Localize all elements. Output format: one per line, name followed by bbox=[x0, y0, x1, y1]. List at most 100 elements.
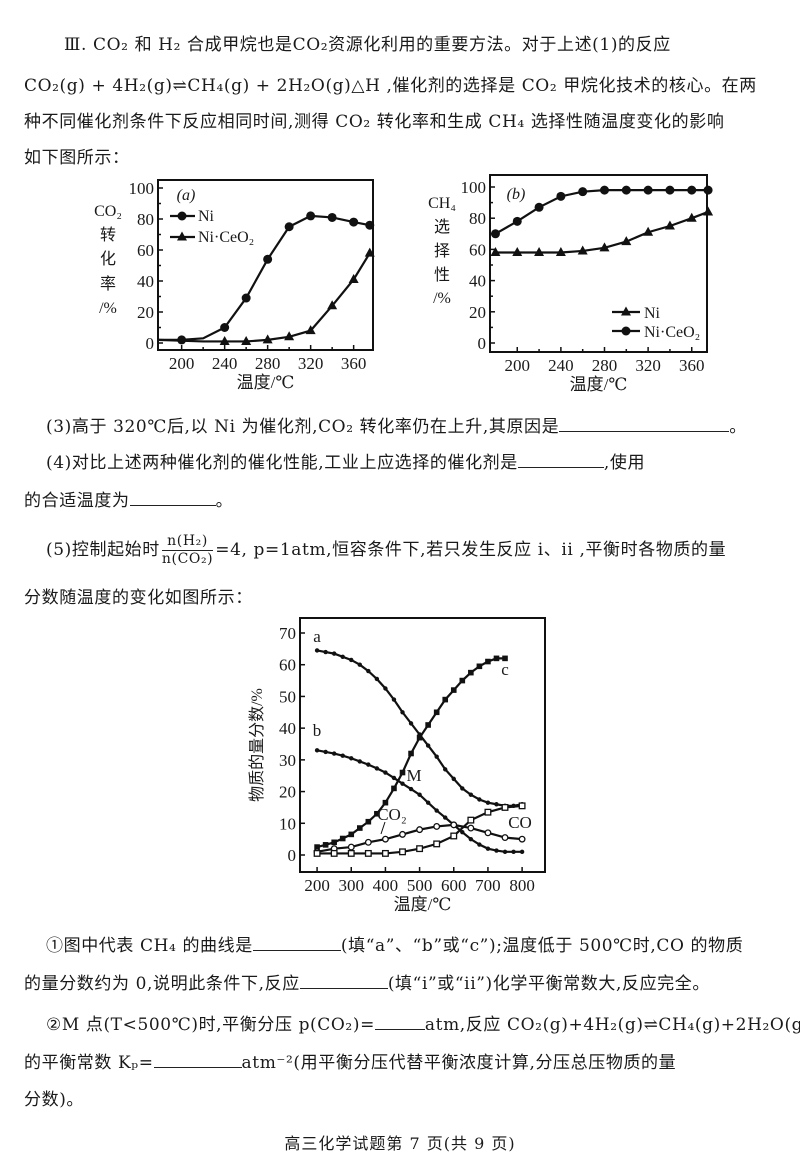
x-tick-label: 280 bbox=[592, 356, 618, 375]
x-tick-label: 200 bbox=[505, 356, 531, 375]
square-marker bbox=[399, 769, 406, 776]
dot-marker bbox=[434, 754, 439, 759]
series-line bbox=[494, 189, 709, 235]
dot-marker bbox=[323, 649, 328, 655]
dot-marker bbox=[485, 846, 491, 851]
open-square-marker bbox=[467, 816, 475, 824]
open-circle-marker bbox=[518, 835, 526, 843]
y-axis-label: 率 bbox=[100, 275, 116, 293]
y-tick-label: 10 bbox=[279, 814, 296, 833]
dot-marker bbox=[494, 802, 499, 807]
circle-marker bbox=[177, 211, 187, 221]
answer-blank-reaction[interactable] bbox=[299, 970, 388, 989]
question-4: (4)对比上述两种催化剂的催化性能,工业上应选择的催化剂是 ,使用 bbox=[46, 449, 645, 474]
open-square-marker bbox=[381, 849, 389, 857]
square-marker bbox=[416, 734, 423, 741]
dot-marker bbox=[451, 776, 456, 782]
dot-marker bbox=[314, 748, 320, 753]
open-square-marker bbox=[313, 849, 321, 857]
question-3-text: (3)高于 320℃后,以 Ni 为催化剂,CO₂ 转化率仍在上升,其原因是 bbox=[46, 417, 560, 437]
plot-frame bbox=[299, 617, 546, 873]
sub-question-2: ②M 点(T<500℃)时,平衡分压 p(CO₂)= atm,反应 CO₂(g)+… bbox=[46, 1011, 800, 1036]
square-marker bbox=[314, 844, 320, 850]
page-footer: 高三化学试题第 7 页(共 9 页) bbox=[284, 1134, 516, 1153]
dot-marker bbox=[494, 848, 499, 853]
triangle-marker bbox=[364, 247, 375, 257]
plot-frame bbox=[489, 174, 708, 353]
intro-line-2: CO₂(g) + 4H₂(g)⇌CH₄(g) + 2H₂O(g)△H ,催化剂的… bbox=[24, 76, 757, 96]
x-tick-label: 300 bbox=[339, 876, 365, 895]
fraction-denominator: n(CO₂) bbox=[161, 551, 214, 567]
answer-blank-q3[interactable] bbox=[559, 413, 730, 432]
circle-marker bbox=[643, 185, 653, 195]
open-square-marker bbox=[450, 832, 458, 840]
dot-marker bbox=[331, 651, 337, 656]
answer-blank-kp[interactable] bbox=[153, 1049, 242, 1068]
triangle-marker bbox=[219, 335, 230, 345]
triangle-marker bbox=[490, 247, 501, 257]
square-marker bbox=[468, 669, 474, 676]
open-circle-marker bbox=[433, 823, 441, 830]
dot-marker bbox=[425, 743, 431, 748]
open-square-marker bbox=[364, 849, 372, 857]
x-tick-label: 700 bbox=[475, 876, 501, 895]
dot-marker bbox=[383, 770, 388, 775]
triangle-marker bbox=[555, 247, 566, 257]
square-marker bbox=[502, 655, 508, 662]
circle-marker bbox=[665, 185, 675, 195]
sub-question-2-c: 的平衡常数 Kₚ= bbox=[24, 1053, 154, 1073]
dot-marker bbox=[349, 657, 354, 663]
triangle-marker bbox=[643, 226, 654, 236]
question-4-line-2-text: 的合适温度为 bbox=[24, 491, 130, 511]
curve-label: a bbox=[313, 627, 321, 646]
panel-label: (b) bbox=[507, 186, 526, 203]
dot-marker bbox=[519, 849, 525, 855]
curve-label: M bbox=[406, 766, 421, 785]
open-square-marker bbox=[347, 849, 355, 857]
series-Ni bbox=[158, 211, 375, 345]
question-3: (3)高于 320℃后,以 Ni 为催化剂,CO₂ 转化率仍在上升,其原因是 。 bbox=[46, 413, 747, 438]
dot-marker bbox=[468, 836, 474, 842]
square-marker bbox=[322, 842, 329, 848]
dot-marker bbox=[477, 842, 482, 847]
dot-marker bbox=[383, 686, 388, 691]
x-tick-label: 200 bbox=[169, 354, 195, 373]
fraction-numerator: n(H₂) bbox=[161, 533, 214, 551]
series-Ni·CeO₂ bbox=[490, 185, 713, 239]
answer-blank-curve[interactable] bbox=[252, 932, 341, 951]
dot-marker bbox=[349, 756, 354, 761]
sub-question-1-b: (填“a”、“b”或“c”);温度低于 500℃时,CO 的物质 bbox=[340, 936, 744, 956]
question-4-mid: ,使用 bbox=[603, 453, 646, 473]
open-square-marker bbox=[501, 803, 509, 811]
answer-blank-q4-catalyst[interactable] bbox=[517, 449, 604, 468]
open-square-marker bbox=[399, 848, 406, 856]
question-3-end: 。 bbox=[729, 417, 747, 437]
open-circle-marker bbox=[501, 834, 509, 842]
y-tick-label: 40 bbox=[279, 719, 296, 738]
answer-blank-pco2[interactable] bbox=[374, 1011, 425, 1030]
ratio-fraction: n(H₂) n(CO₂) bbox=[161, 533, 214, 568]
series-CO bbox=[313, 802, 526, 857]
x-tick-label: 240 bbox=[212, 354, 238, 373]
circle-marker bbox=[621, 326, 631, 336]
answer-blank-q4-temperature[interactable] bbox=[129, 487, 216, 506]
x-tick-label: 320 bbox=[298, 354, 324, 373]
x-axis-label: 温度/℃ bbox=[570, 375, 628, 394]
series-Ni·CeO₂ bbox=[157, 247, 375, 345]
dot-marker bbox=[425, 800, 431, 805]
square-marker bbox=[365, 818, 372, 825]
x-tick-label: 320 bbox=[635, 356, 661, 375]
circle-marker bbox=[263, 254, 273, 264]
square-marker bbox=[493, 655, 500, 662]
x-tick-label: 360 bbox=[679, 356, 705, 375]
y-tick-label: 0 bbox=[146, 334, 155, 353]
open-square-marker bbox=[416, 845, 424, 853]
series-line bbox=[157, 252, 371, 343]
dot-marker bbox=[477, 797, 482, 802]
dot-marker bbox=[408, 786, 414, 792]
dot-marker bbox=[502, 849, 508, 855]
annotation-leader bbox=[380, 821, 386, 835]
circle-marker bbox=[556, 191, 566, 201]
open-circle-marker bbox=[399, 830, 406, 838]
dot-marker bbox=[391, 697, 397, 702]
